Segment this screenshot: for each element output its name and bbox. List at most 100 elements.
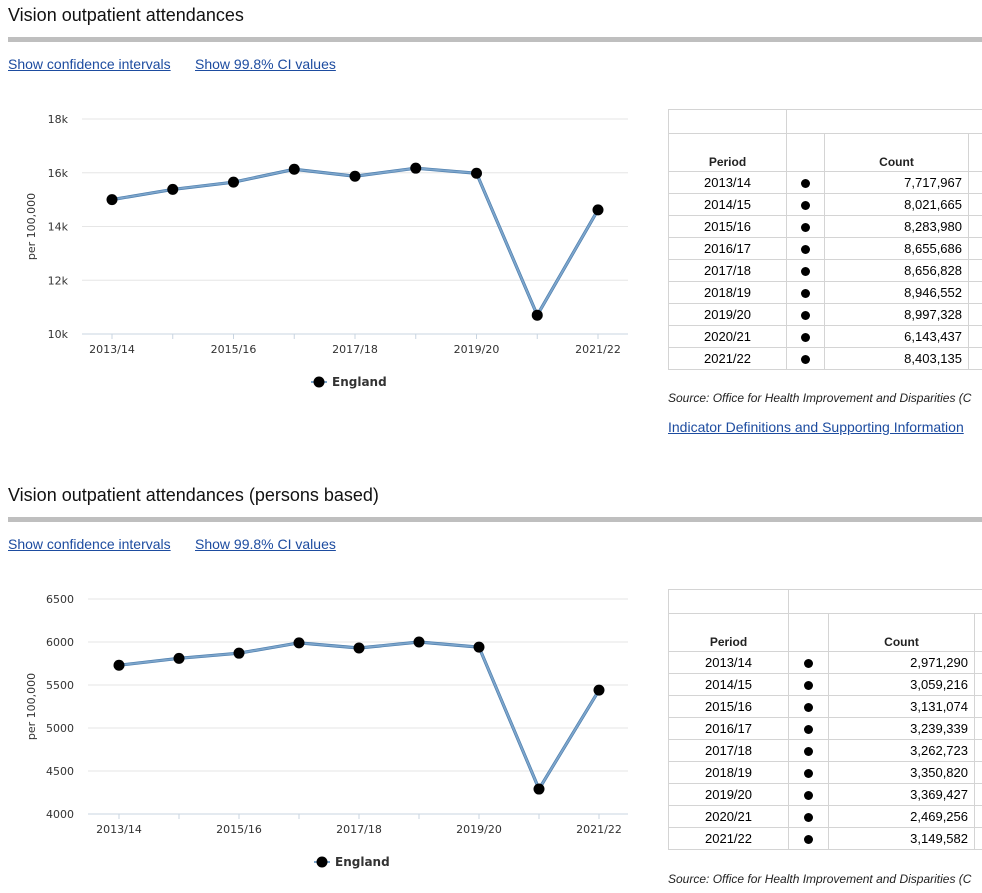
- black-dot-icon: [804, 835, 813, 845]
- column-header-count: Count: [824, 133, 969, 172]
- marker-cell: [788, 783, 829, 806]
- marker-cell: [788, 695, 829, 718]
- y-tick-label: 6500: [46, 593, 74, 606]
- y-tick-label: 10k: [48, 328, 69, 341]
- empty-cell: [968, 171, 982, 194]
- empty-cell: [968, 347, 982, 370]
- period-cell: 2018/19: [668, 761, 789, 784]
- empty-cell: [974, 673, 982, 696]
- data-point: [113, 659, 125, 671]
- y-axis-label: per 100,000: [25, 673, 38, 740]
- data-point: [293, 637, 305, 649]
- marker-cell: [786, 237, 825, 260]
- table-row: 2015/16 8,283,980: [668, 215, 982, 238]
- empty-cell: [974, 827, 982, 850]
- table-row: 2018/19 3,350,820: [668, 761, 982, 784]
- marker-cell: [788, 805, 829, 828]
- table-row: 2016/17 8,655,686: [668, 237, 982, 260]
- black-dot-icon: [804, 747, 813, 757]
- black-dot-icon: [801, 289, 810, 299]
- marker-cell: [788, 717, 829, 740]
- show-ci-values-link[interactable]: Show 99.8% CI values: [195, 56, 336, 72]
- table-row: 2013/14 2,971,290: [668, 651, 982, 674]
- indicator-definitions-link[interactable]: Indicator Definitions and Supporting Inf…: [668, 419, 964, 435]
- empty-cell: [968, 303, 982, 326]
- count-cell: 6,143,437: [824, 325, 969, 348]
- panel-1-divider: [8, 37, 982, 42]
- legend-label: England: [332, 375, 387, 389]
- period-cell: 2019/20: [668, 303, 787, 326]
- count-cell: 3,350,820: [828, 761, 975, 784]
- data-point: [353, 642, 365, 654]
- show-confidence-intervals-link[interactable]: Show confidence intervals: [8, 56, 171, 72]
- empty-cell: [974, 739, 982, 762]
- period-cell: 2015/16: [668, 215, 787, 238]
- empty-cell: [974, 761, 982, 784]
- period-cell: 2020/21: [668, 805, 789, 828]
- panel-2-divider: [8, 517, 982, 522]
- x-tick-label: 2017/18: [332, 343, 378, 356]
- table-row: 2014/15 8,021,665: [668, 193, 982, 216]
- count-cell: 8,656,828: [824, 259, 969, 282]
- table-row: 2013/14 7,717,967: [668, 171, 982, 194]
- table-row: 2019/20 3,369,427: [668, 783, 982, 806]
- count-cell: 8,997,328: [824, 303, 969, 326]
- table-row: 2020/21 2,469,256: [668, 805, 982, 828]
- x-tick-label: 2021/22: [575, 343, 621, 356]
- line-chart-vision-attendances-persons: 4000 4500 5000 5500 6000 6500 per 100,000 2013/…: [25, 593, 628, 869]
- table-row: 2020/21 6,143,437: [668, 325, 982, 348]
- black-dot-icon: [804, 703, 813, 713]
- period-cell: 2014/15: [668, 193, 787, 216]
- period-cell: 2017/18: [668, 739, 789, 762]
- black-dot-icon: [804, 725, 813, 735]
- empty-cell: [968, 215, 982, 238]
- count-cell: 8,946,552: [824, 281, 969, 304]
- count-cell: 8,021,665: [824, 193, 969, 216]
- data-table-vision-attendances: Period Count 2013/14 7,717,967 2014/15 8,02…: [668, 109, 982, 370]
- period-cell: 2020/21: [668, 325, 787, 348]
- legend-label: England: [335, 855, 390, 869]
- count-cell: 3,131,074: [828, 695, 975, 718]
- column-header-period: Period: [668, 613, 789, 652]
- black-dot-icon: [801, 223, 810, 233]
- table-row: 2021/22 8,403,135: [668, 347, 982, 370]
- black-dot-icon: [801, 201, 810, 211]
- marker-cell: [786, 303, 825, 326]
- marker-cell: [786, 281, 825, 304]
- count-cell: 2,971,290: [828, 651, 975, 674]
- count-cell: 7,717,967: [824, 171, 969, 194]
- table-row: 2015/16 3,131,074: [668, 695, 982, 718]
- table-row: 2016/17 3,239,339: [668, 717, 982, 740]
- marker-cell: [788, 739, 829, 762]
- period-cell: 2013/14: [668, 171, 787, 194]
- x-tick-label: 2019/20: [456, 823, 502, 836]
- show-confidence-intervals-link[interactable]: Show confidence intervals: [8, 536, 171, 552]
- period-cell: 2013/14: [668, 651, 789, 674]
- column-header-count: Count: [828, 613, 975, 652]
- period-cell: 2016/17: [668, 237, 787, 260]
- marker-cell: [786, 193, 825, 216]
- black-dot-icon: [801, 311, 810, 321]
- empty-cell: [974, 805, 982, 828]
- y-axis-label: per 100,000: [25, 193, 38, 260]
- count-cell: 8,655,686: [824, 237, 969, 260]
- count-cell: 3,149,582: [828, 827, 975, 850]
- black-dot-icon: [801, 267, 810, 277]
- black-dot-icon: [801, 179, 810, 189]
- y-tick-label: 18k: [48, 113, 69, 126]
- show-ci-values-link[interactable]: Show 99.8% CI values: [195, 536, 336, 552]
- x-tick-label: 2013/14: [96, 823, 142, 836]
- black-dot-icon: [801, 333, 810, 343]
- empty-cell: [968, 193, 982, 216]
- y-tick-label: 4500: [46, 765, 74, 778]
- y-tick-label: 4000: [46, 808, 74, 821]
- data-point: [410, 162, 422, 174]
- data-point: [106, 194, 118, 206]
- data-point: [288, 163, 300, 175]
- x-tick-label: 2019/20: [454, 343, 500, 356]
- data-point: [173, 652, 185, 664]
- black-dot-icon: [801, 245, 810, 255]
- data-point: [413, 636, 425, 648]
- black-dot-icon: [801, 355, 810, 365]
- marker-cell: [788, 651, 829, 674]
